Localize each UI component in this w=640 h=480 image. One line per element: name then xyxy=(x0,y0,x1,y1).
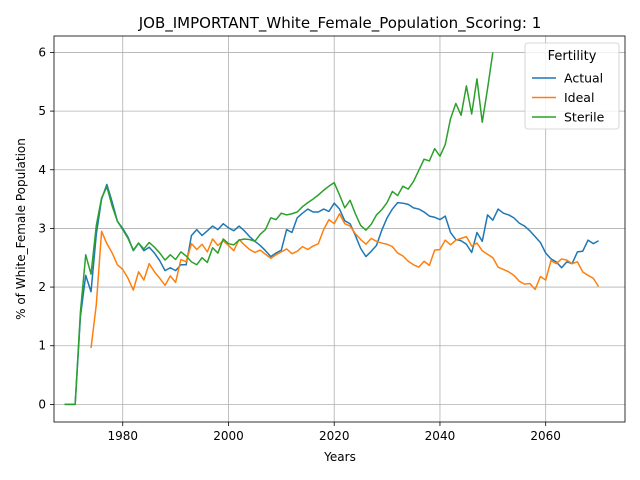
y-tick-label: 1 xyxy=(38,339,46,353)
plot-frame xyxy=(53,35,626,423)
x-axis: 1980 2000 2020 2040 2060 xyxy=(107,422,561,443)
series-line-sterile xyxy=(64,52,494,406)
grid xyxy=(54,36,625,422)
series-line-actual xyxy=(64,183,599,406)
x-tick-label: 2040 xyxy=(425,429,456,443)
x-axis-label: Years xyxy=(323,450,356,464)
legend-label-ideal: Ideal xyxy=(564,90,594,105)
y-tick-label: 6 xyxy=(38,45,46,59)
y-tick-label: 3 xyxy=(38,221,46,235)
series-line-ideal xyxy=(90,213,600,349)
y-tick-label: 0 xyxy=(38,397,46,411)
legend-title: Fertility xyxy=(548,49,597,64)
y-tick-label: 4 xyxy=(38,163,46,177)
series-group xyxy=(64,52,600,406)
y-tick-label: 5 xyxy=(38,104,46,118)
legend: Fertility Actual Ideal Sterile xyxy=(524,42,620,130)
legend-frame xyxy=(524,42,620,130)
x-tick-label: 1980 xyxy=(107,429,138,443)
y-axis-label: % of White_Female Population xyxy=(14,138,28,320)
y-tick-label: 2 xyxy=(38,280,46,294)
x-tick-label: 2020 xyxy=(319,429,350,443)
x-tick-label: 2000 xyxy=(213,429,244,443)
legend-label-sterile: Sterile xyxy=(564,110,605,125)
y-axis: 0 1 2 3 4 5 6 xyxy=(38,45,54,411)
x-tick-label: 2060 xyxy=(530,429,561,443)
chart-title: JOB_IMPORTANT_White_Female_Population_Sc… xyxy=(138,14,542,33)
legend-label-actual: Actual xyxy=(564,71,603,86)
